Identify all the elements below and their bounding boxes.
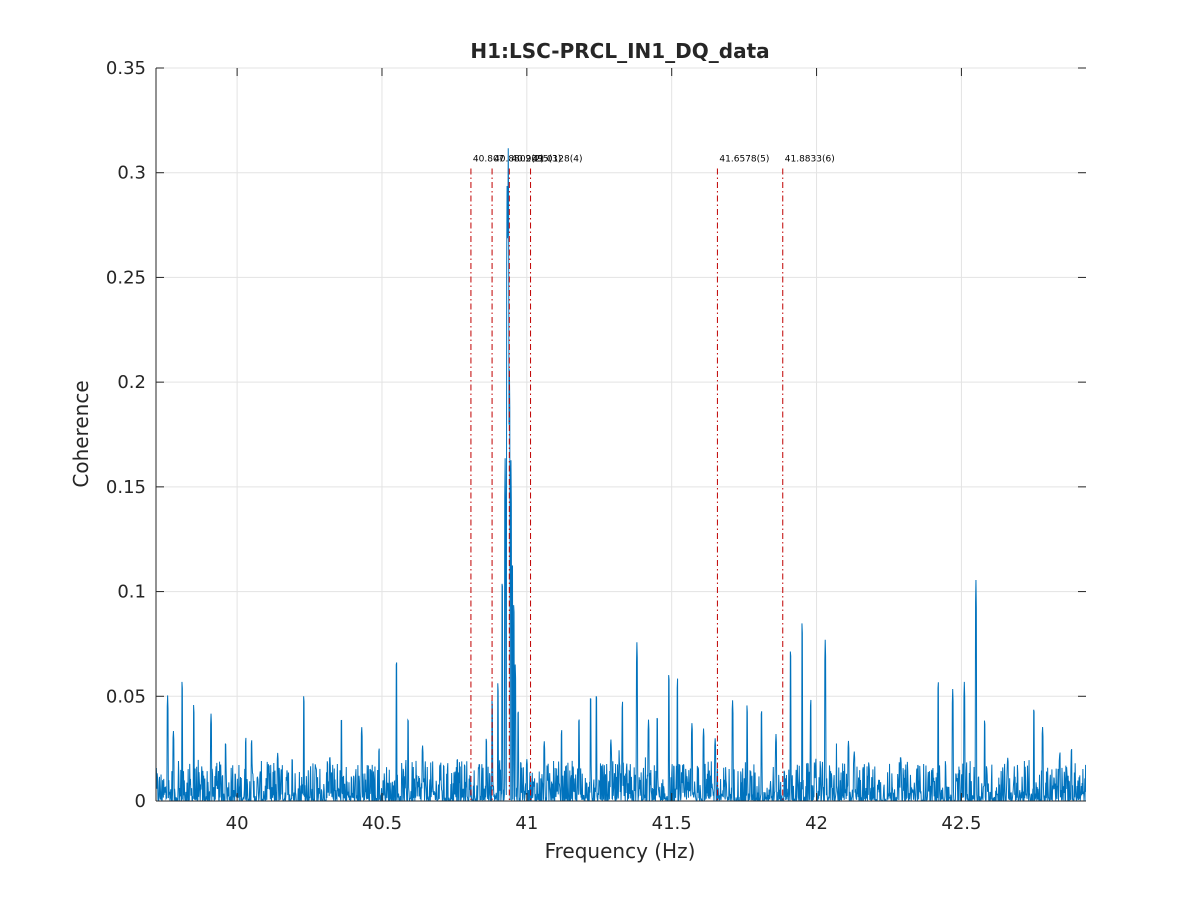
- x-axis-label: Frequency (Hz): [545, 839, 696, 863]
- marker-label: 40.9395(3): [511, 155, 561, 165]
- y-tick-label: 0.2: [117, 372, 146, 393]
- x-tick-label: 41: [515, 813, 538, 834]
- marker-label: 41.6578(5): [719, 155, 769, 165]
- y-tick-label: 0.05: [106, 686, 146, 707]
- marker-label: 41.8833(6): [785, 155, 835, 165]
- marker-label: 40.8802(2): [494, 155, 544, 165]
- grid-lines: [156, 67, 1086, 802]
- x-tick-label: 42: [805, 813, 828, 834]
- x-tick-label: 42.5: [941, 813, 981, 834]
- plot-area: [156, 148, 1086, 801]
- y-tick-label: 0.25: [106, 267, 146, 288]
- y-axis-label: Coherence: [69, 380, 93, 487]
- y-tick-label: 0.35: [106, 58, 146, 79]
- series-line: [156, 148, 1086, 801]
- marker-label: 41.0128(4): [533, 155, 583, 165]
- marker-label: 40.807: [473, 155, 505, 165]
- x-tick-label: 40: [226, 813, 249, 834]
- y-tick-label: 0.15: [106, 477, 146, 498]
- y-tick-label: 0: [135, 791, 146, 812]
- y-tick-label: 0.3: [117, 163, 146, 184]
- y-tick-label: 0.1: [117, 582, 146, 603]
- x-tick-label: 40.5: [362, 813, 402, 834]
- axes-frame: [155, 68, 1086, 802]
- chart-title: H1:LSC-PRCL_IN1_DQ_data: [470, 39, 769, 63]
- y-ticks: 0 0.05 0.1 0.15 0.2 0.25 0.3 0.35: [106, 58, 1086, 812]
- x-tick-label: 41.5: [652, 813, 692, 834]
- x-ticks: 40 40.5 41 41.5 42 42.5: [226, 68, 981, 834]
